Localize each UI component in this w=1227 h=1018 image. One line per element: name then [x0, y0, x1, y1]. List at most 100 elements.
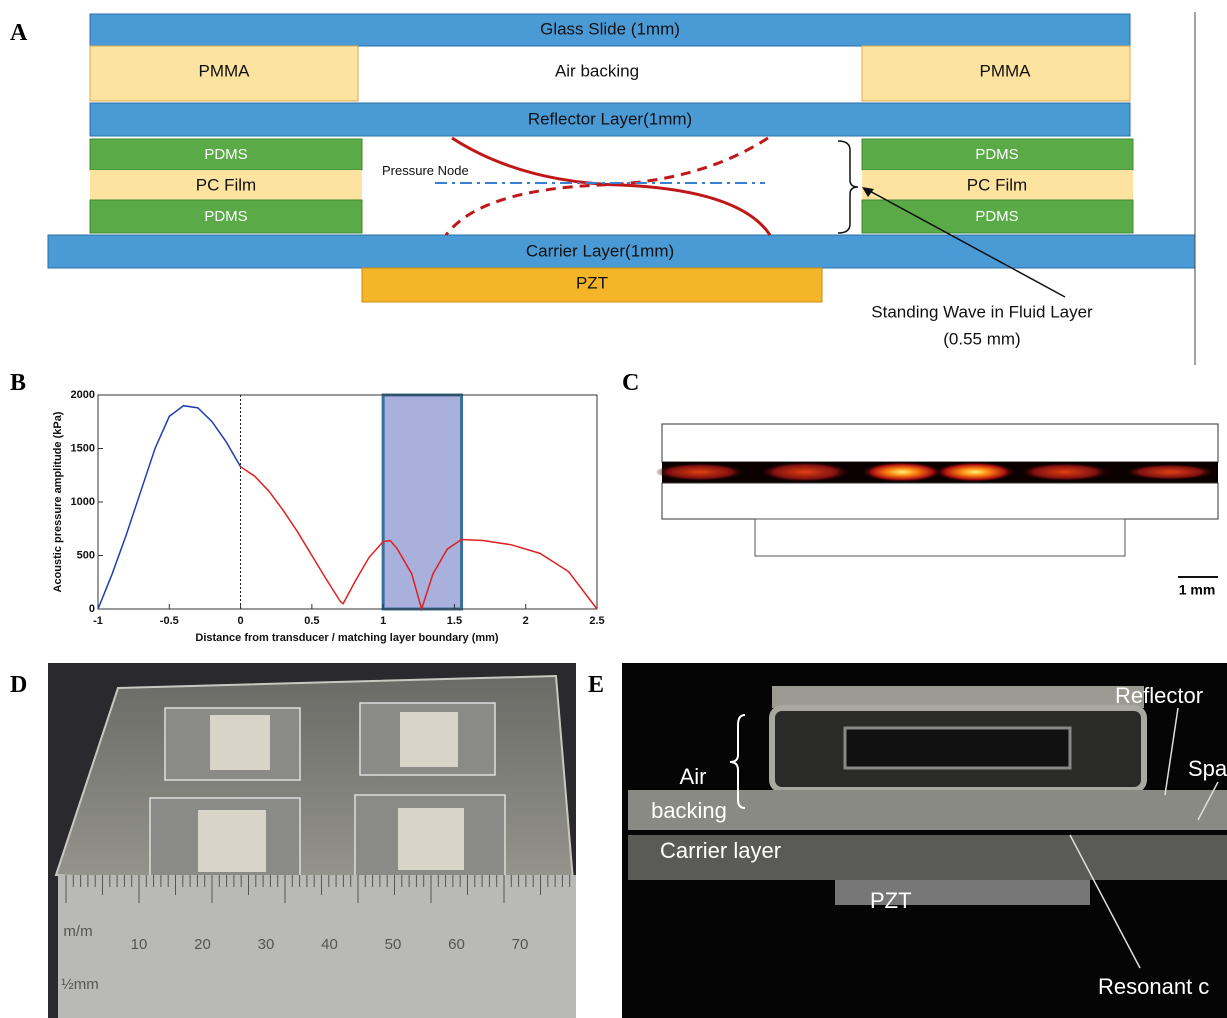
ruler-number: 50: [385, 936, 402, 953]
x-axis-label: Distance from transducer / matching laye…: [195, 632, 499, 644]
ruler-number: 30: [258, 936, 275, 953]
layer-label: Air backing: [555, 61, 639, 80]
ruler-number: 20: [194, 936, 211, 953]
layer: [89, 102, 1131, 137]
panel-label: C: [622, 370, 639, 396]
layer-label: PC Film: [196, 175, 256, 194]
layer-label: PDMS: [975, 146, 1018, 163]
photo-label: Air: [680, 764, 707, 789]
x-tick-label: 0.5: [304, 615, 319, 627]
x-tick-label: 1: [380, 615, 386, 627]
layer-label: PZT: [576, 273, 608, 292]
line-series: [240, 466, 598, 612]
ruler-unit: ½mm: [61, 976, 99, 993]
arrow-head: [862, 187, 874, 197]
wave-dashed: [444, 136, 769, 236]
x-tick-label: 0: [238, 615, 244, 627]
x-tick-label: 1.5: [447, 615, 462, 627]
photo-label: Spa: [1188, 756, 1227, 781]
layer: [861, 138, 1134, 171]
brace: [837, 140, 859, 234]
pzt: [754, 518, 1126, 557]
arrow: [865, 188, 1066, 298]
panel-label: E: [588, 672, 604, 698]
panel-label: A: [10, 20, 28, 46]
plot-frame: [97, 394, 598, 610]
y-tick-label: 500: [77, 549, 95, 561]
line-series: [97, 404, 242, 610]
y-tick-label: 1000: [71, 496, 95, 508]
chart-b: -1 -0.5 0 0.5 1 1.5 2 2.5 0 500 1000 1500 2000: [71, 389, 605, 627]
x-tick-label: 2: [523, 615, 529, 627]
chips: [198, 712, 464, 872]
layer-label: Reflector Layer(1mm): [528, 109, 692, 128]
layer: [861, 199, 1134, 234]
ruler-numbers: 10 20 30 40 50 60 70: [131, 936, 529, 953]
hotspot: [935, 462, 1015, 482]
x-tick-label: -1: [93, 615, 103, 627]
chip: [398, 808, 464, 870]
air-window: [843, 726, 1072, 770]
carrier-layer: [628, 835, 1227, 880]
simulation-c: 1 mm: [655, 423, 1219, 598]
y-tick-label: 2000: [71, 389, 95, 401]
spacer-layer: [628, 790, 1227, 830]
layer-label: PMMA: [980, 61, 1032, 80]
y-tick-label: 0: [89, 603, 95, 615]
hotspot: [862, 462, 942, 482]
pzt: [835, 880, 1090, 905]
layer-label: PDMS: [204, 208, 247, 225]
node-label: Pressure Node: [382, 163, 469, 178]
ruler-number: 40: [321, 936, 338, 953]
leader: [1164, 707, 1179, 796]
photo-label: backing: [651, 798, 727, 823]
scale-label: 1 mm: [1179, 582, 1216, 598]
ruler-number: 70: [512, 936, 529, 953]
layer: [89, 13, 1131, 47]
photo-d: m/m ½mm 10 20 30 40 50 60 70: [48, 663, 577, 1018]
layer: [89, 45, 359, 102]
leader: [1197, 781, 1219, 821]
layer: [661, 482, 1219, 520]
reflector-top: [772, 686, 1144, 708]
shaded-region: [381, 393, 464, 611]
ruler-ticks: [65, 875, 571, 903]
layer: [862, 170, 1133, 200]
layer-label: PDMS: [204, 146, 247, 163]
layer-label: PDMS: [975, 208, 1018, 225]
chip: [400, 712, 458, 767]
panel-label: B: [10, 370, 26, 396]
layer-label: Carrier Layer(1mm): [526, 241, 674, 260]
panel-label: D: [10, 672, 27, 698]
layer: [90, 170, 362, 200]
y-tick-label: 1500: [71, 442, 95, 454]
hotspot: [1020, 463, 1110, 481]
photo-label: Reflector: [1115, 683, 1203, 708]
photo-label: Resonant c: [1098, 974, 1209, 999]
x-tick-label: -0.5: [160, 615, 179, 627]
leader: [1069, 834, 1141, 969]
chip: [210, 715, 270, 770]
ruler-number: 10: [131, 936, 148, 953]
annotation: Standing Wave in Fluid Layer: [871, 302, 1093, 321]
photo-label: Carrier layer: [660, 838, 781, 863]
photo-label: PZT: [870, 888, 912, 913]
diagram-a: [47, 13, 1196, 303]
wave-solid: [451, 136, 772, 236]
photo-e: Reflector Air backing Spa Carrier layer …: [622, 663, 1227, 1018]
annotation: (0.55 mm): [943, 329, 1020, 348]
ruler-number: 60: [448, 936, 465, 953]
hotspot: [1125, 464, 1215, 480]
x-tick-label: 2.5: [589, 615, 604, 627]
hotspot: [760, 462, 850, 482]
brace: [729, 714, 746, 809]
ruler: [58, 875, 576, 1018]
layer-label: Glass Slide (1mm): [540, 19, 680, 38]
layer-label: PMMA: [199, 61, 251, 80]
layer: [361, 267, 823, 303]
y-axis-label: Acoustic pressure amplitude (kPa): [52, 411, 64, 592]
chip: [198, 810, 266, 872]
layer: [661, 423, 1219, 463]
